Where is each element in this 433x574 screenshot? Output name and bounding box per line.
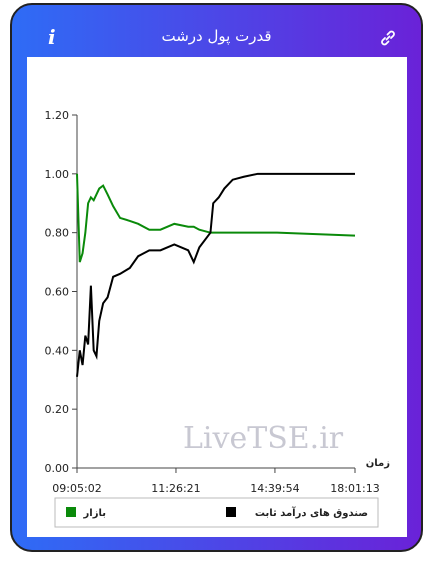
chart-title: قدرت پول درشت (161, 27, 272, 45)
y-tick-label: 0.80 (45, 227, 70, 240)
x-axis-label: زمان (366, 458, 390, 469)
y-tick-label: 0.60 (45, 286, 70, 299)
legend-swatch (226, 507, 236, 517)
x-tick-label: 18:01:13 (330, 482, 379, 495)
legend-label: بازار (83, 508, 106, 519)
x-tick-label: 11:26:21 (151, 482, 200, 495)
y-tick-label: 0.40 (45, 344, 70, 357)
header: i قدرت پول درشت (12, 5, 421, 57)
series-line (76, 173, 356, 263)
y-tick-label: 1.00 (45, 168, 70, 181)
y-tick-label: 0.20 (45, 403, 70, 416)
x-tick-label: 14:39:54 (250, 482, 299, 495)
legend-box (54, 497, 379, 528)
y-tick-label: 0.00 (45, 462, 70, 475)
watermark: LiveTSE.ir (183, 421, 344, 456)
info-icon[interactable]: i (48, 25, 56, 49)
x-tick-label: 09:05:02 (52, 482, 101, 495)
legend-label: صندوق های درآمد ثابت (255, 506, 368, 519)
y-tick-label: 1.20 (45, 109, 70, 122)
link-icon[interactable] (379, 29, 397, 47)
series-line (76, 172, 355, 377)
legend-swatch (66, 507, 76, 517)
